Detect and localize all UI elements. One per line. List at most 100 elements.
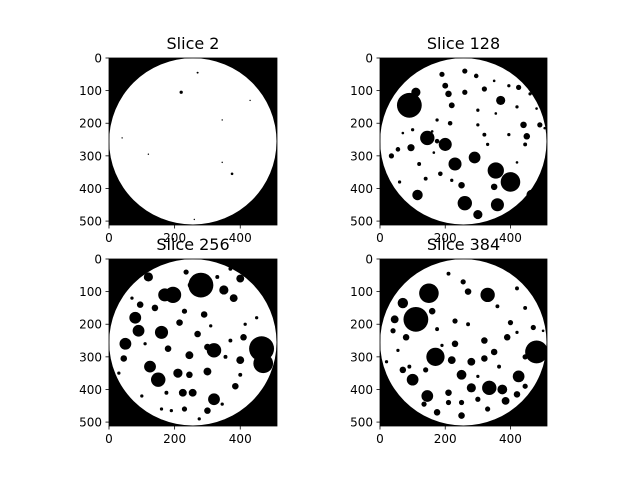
pore xyxy=(186,371,193,379)
pore xyxy=(249,99,251,102)
pore xyxy=(390,315,399,324)
pore xyxy=(433,409,441,416)
pore xyxy=(523,305,528,310)
x-tick-label: 200 xyxy=(434,432,457,446)
pore xyxy=(208,393,220,406)
pore xyxy=(403,306,429,332)
pore xyxy=(223,354,228,359)
pore xyxy=(430,130,434,133)
pore xyxy=(438,171,443,177)
pore xyxy=(458,399,465,406)
y-tick-label: 200 xyxy=(350,117,373,131)
pore xyxy=(140,394,144,398)
y-tick-label: 0 xyxy=(365,52,373,66)
axes-frame xyxy=(108,258,278,427)
pore xyxy=(450,178,454,182)
pore xyxy=(520,121,527,129)
pore xyxy=(481,355,488,362)
pore xyxy=(412,189,423,201)
pore xyxy=(485,406,491,412)
pore xyxy=(228,266,233,271)
axes-frame xyxy=(108,57,278,226)
pore xyxy=(482,380,497,396)
pore xyxy=(460,279,466,285)
pore xyxy=(497,384,508,395)
pore xyxy=(439,71,445,77)
pore xyxy=(445,90,452,98)
pore xyxy=(476,374,480,379)
subplot-3: 0 200 400 0 100 200 300 400 500 Slice 256 xyxy=(79,235,278,446)
pore xyxy=(221,161,223,164)
pore xyxy=(417,162,422,166)
pore xyxy=(154,325,169,339)
y-tick-label: 100 xyxy=(79,285,102,299)
y-tick-label: 500 xyxy=(79,416,102,430)
pore xyxy=(188,272,214,298)
pore xyxy=(178,388,187,397)
pore xyxy=(473,73,479,79)
x-tick-label: 400 xyxy=(499,432,522,446)
pore xyxy=(516,84,522,90)
pore xyxy=(466,322,471,327)
pore xyxy=(400,72,409,80)
pore xyxy=(490,183,498,191)
pore xyxy=(395,147,401,152)
pore xyxy=(468,151,481,164)
pore xyxy=(476,123,480,127)
pore xyxy=(196,71,199,74)
pore xyxy=(119,337,132,350)
x-tick-label: 0 xyxy=(105,432,113,446)
pore xyxy=(495,304,500,309)
pore xyxy=(401,131,405,135)
pore xyxy=(399,366,407,374)
pore xyxy=(143,342,147,346)
pore xyxy=(481,337,488,344)
pore xyxy=(522,354,528,360)
pore xyxy=(390,328,396,334)
pore xyxy=(421,401,427,407)
pore xyxy=(136,301,144,308)
pore xyxy=(421,390,434,402)
y-tick-label: 100 xyxy=(350,84,373,98)
pore xyxy=(500,172,521,192)
pore xyxy=(169,409,173,413)
pore xyxy=(193,218,196,221)
pore xyxy=(525,340,547,364)
pore xyxy=(407,144,415,152)
pore xyxy=(457,195,472,211)
pore xyxy=(132,324,145,337)
pore xyxy=(480,287,495,303)
subplot-title: Slice 384 xyxy=(427,235,500,254)
subplot-title: Slice 2 xyxy=(167,34,220,53)
x-tick-label: 0 xyxy=(105,231,113,245)
pore xyxy=(487,162,504,179)
pore xyxy=(446,271,451,276)
y-tick-label: 200 xyxy=(79,117,102,131)
pore xyxy=(513,391,521,398)
pore xyxy=(515,286,519,291)
y-tick-label: 100 xyxy=(79,84,102,98)
y-tick-label: 400 xyxy=(350,182,373,196)
pore xyxy=(447,356,456,365)
pore xyxy=(397,180,402,184)
image-area xyxy=(380,58,547,225)
pore xyxy=(512,370,525,383)
pore xyxy=(438,137,452,151)
pore xyxy=(420,130,435,146)
pore xyxy=(151,304,159,312)
y-tick-label: 400 xyxy=(79,383,102,397)
pore xyxy=(200,311,208,318)
subplot-4: 0 200 400 0 100 200 300 400 500 Slice 384 xyxy=(350,235,548,446)
pore xyxy=(440,343,444,348)
pore xyxy=(121,137,123,139)
x-tick-label: 400 xyxy=(229,432,252,446)
pore xyxy=(219,285,229,295)
pore xyxy=(442,82,449,89)
pore xyxy=(515,105,519,109)
x-tick-label: 400 xyxy=(499,231,522,245)
pore xyxy=(530,324,536,331)
pore xyxy=(490,348,498,356)
pore xyxy=(481,86,487,92)
pore xyxy=(492,79,496,83)
pore xyxy=(473,209,483,220)
